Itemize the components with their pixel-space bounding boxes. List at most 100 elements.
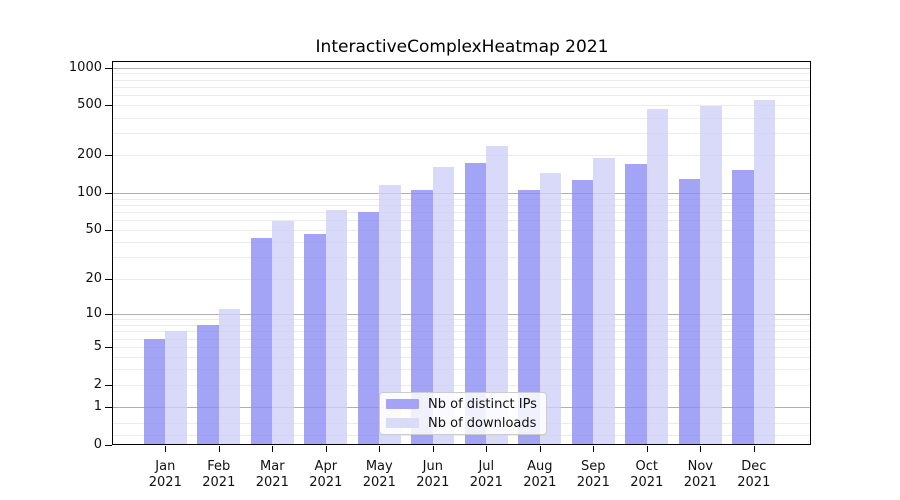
- gridline-minor: [113, 73, 811, 75]
- x-axis-tick: [539, 446, 541, 452]
- gridline-minor: [113, 95, 811, 97]
- y-axis-tick-label: 20: [85, 270, 102, 286]
- bar-distinct-ips-jul: [464, 163, 487, 445]
- gridline-minor: [113, 133, 811, 135]
- y-axis-tick-label: 1: [93, 399, 102, 415]
- gridline-minor: [113, 338, 811, 340]
- y-axis-tick-label: 2: [93, 377, 102, 392]
- bar-downloads-jul: [486, 145, 508, 445]
- gridline-minor: [113, 369, 811, 371]
- y-axis-tick: [105, 314, 112, 315]
- x-axis-tick: [379, 446, 381, 452]
- gridline-minor: [113, 105, 811, 107]
- gridline-minor: [113, 435, 811, 436]
- y-axis-tick-label: 200: [77, 147, 102, 163]
- y-axis-tick: [105, 230, 112, 232]
- bar-downloads-jan: [165, 331, 187, 445]
- gridline-minor: [113, 155, 811, 157]
- bar-downloads-nov: [700, 105, 722, 445]
- y-axis-tick-label: 100: [77, 184, 102, 200]
- x-axis-tick: [325, 446, 327, 452]
- gridline-major: [113, 192, 811, 194]
- bar-downloads-dec: [753, 100, 776, 445]
- y-axis-tick: [105, 407, 112, 409]
- gridline-minor: [113, 79, 811, 81]
- gridline-minor: [113, 230, 811, 232]
- x-axis-tick: [646, 446, 648, 452]
- gridline-minor: [113, 242, 811, 244]
- gridline-minor: [113, 357, 811, 359]
- y-axis-tick-label: 0: [93, 437, 102, 452]
- bar-distinct-ips-jan: [143, 338, 166, 445]
- legend-item-downloads: Nb of downloads: [386, 415, 540, 431]
- legend-swatch-downloads: [386, 418, 419, 428]
- gridline-minor: [113, 385, 811, 386]
- legend-label-distinct-ips: Nb of distinct IPs: [428, 396, 537, 412]
- bar-distinct-ips-apr: [304, 233, 326, 445]
- y-axis-tick: [105, 385, 112, 386]
- x-axis-tick-label: Nov 2021: [683, 459, 717, 490]
- gridline-major: [113, 314, 811, 315]
- x-axis-tick-label: Aug 2021: [523, 459, 557, 490]
- gridline-minor: [113, 319, 811, 321]
- x-axis-tick: [700, 446, 702, 452]
- gridline-minor: [113, 278, 811, 280]
- bar-downloads-feb: [218, 309, 241, 445]
- bar-downloads-aug: [539, 172, 562, 445]
- gridline-minor: [113, 325, 811, 326]
- x-axis-tick: [753, 446, 755, 452]
- bar-distinct-ips-oct: [625, 164, 647, 445]
- x-axis-tick-label: Mar 2021: [255, 459, 289, 490]
- x-axis-tick: [165, 446, 167, 452]
- bar-distinct-ips-nov: [678, 178, 701, 445]
- x-axis-tick-label: Sep 2021: [576, 459, 610, 490]
- bar-distinct-ips-aug: [518, 189, 540, 445]
- bar-distinct-ips-mar: [250, 238, 273, 445]
- gridline-minor: [113, 204, 811, 206]
- x-axis-tick: [486, 446, 488, 452]
- y-axis-tick: [105, 67, 112, 69]
- x-axis-tick: [432, 446, 434, 452]
- y-axis-tick-label: 5: [93, 339, 102, 355]
- gridline-minor: [113, 198, 811, 200]
- bar-downloads-oct: [646, 109, 669, 445]
- gridline-minor: [113, 212, 811, 214]
- gridline-minor: [113, 347, 811, 349]
- legend-swatch-distinct-ips: [386, 399, 419, 409]
- x-axis-tick-label: Apr 2021: [309, 459, 343, 490]
- bar-distinct-ips-dec: [732, 170, 754, 445]
- bar-distinct-ips-may: [357, 212, 380, 445]
- bar-downloads-jun: [432, 167, 455, 445]
- x-axis-tick-label: Dec 2021: [737, 459, 771, 490]
- x-axis-tick-label: Feb 2021: [202, 459, 236, 490]
- legend-label-downloads: Nb of downloads: [428, 415, 537, 431]
- bar-downloads-mar: [272, 221, 294, 445]
- x-axis-tick-label: Jan 2021: [148, 459, 182, 490]
- y-axis-tick: [105, 192, 112, 194]
- legend-item-distinct-ips: Nb of distinct IPs: [386, 396, 540, 412]
- y-axis-tick: [105, 278, 112, 280]
- y-axis-tick: [105, 347, 112, 349]
- legend: Nb of distinct IPs Nb of downloads: [379, 392, 547, 435]
- gridline-minor: [113, 87, 811, 88]
- y-axis-tick-label: 500: [77, 97, 102, 113]
- x-axis-tick-label: Oct 2021: [630, 459, 664, 490]
- y-axis-tick-label: 10: [85, 306, 102, 321]
- bar-downloads-apr: [325, 209, 348, 445]
- y-axis-tick-label: 50: [85, 222, 102, 238]
- bar-downloads-may: [379, 185, 401, 445]
- y-axis-tick: [105, 105, 112, 107]
- y-axis-tick: [105, 155, 112, 157]
- bar-distinct-ips-jun: [411, 190, 433, 445]
- gridline-minor: [113, 331, 811, 333]
- x-axis-tick-label: May 2021: [362, 459, 396, 490]
- gridline-minor: [113, 220, 811, 222]
- gridline-minor: [113, 257, 811, 259]
- x-axis-tick-label: Jun 2021: [416, 459, 450, 490]
- x-axis-tick: [272, 446, 274, 452]
- bar-downloads-sep: [593, 158, 615, 445]
- y-axis-tick-label: 1000: [68, 59, 102, 75]
- x-axis-tick-label: Jul 2021: [469, 459, 503, 490]
- bar-distinct-ips-sep: [571, 179, 594, 445]
